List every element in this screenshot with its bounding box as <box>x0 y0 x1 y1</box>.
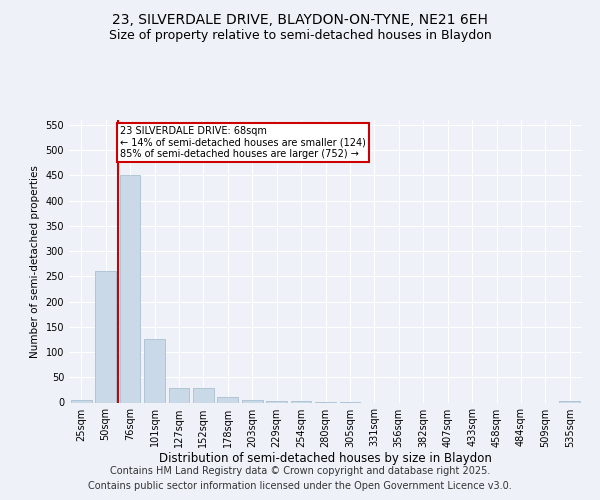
Bar <box>193 388 214 402</box>
Bar <box>242 400 263 402</box>
Text: Contains HM Land Registry data © Crown copyright and database right 2025.: Contains HM Land Registry data © Crown c… <box>110 466 490 476</box>
Bar <box>119 176 140 402</box>
Bar <box>71 400 92 402</box>
Text: Size of property relative to semi-detached houses in Blaydon: Size of property relative to semi-detach… <box>109 29 491 42</box>
Bar <box>559 401 580 402</box>
Text: Contains public sector information licensed under the Open Government Licence v3: Contains public sector information licen… <box>88 481 512 491</box>
Bar <box>95 272 116 402</box>
Text: 23, SILVERDALE DRIVE, BLAYDON-ON-TYNE, NE21 6EH: 23, SILVERDALE DRIVE, BLAYDON-ON-TYNE, N… <box>112 12 488 26</box>
Text: 23 SILVERDALE DRIVE: 68sqm
← 14% of semi-detached houses are smaller (124)
85% o: 23 SILVERDALE DRIVE: 68sqm ← 14% of semi… <box>120 126 366 160</box>
Bar <box>217 398 238 402</box>
X-axis label: Distribution of semi-detached houses by size in Blaydon: Distribution of semi-detached houses by … <box>159 452 492 466</box>
Bar <box>169 388 190 402</box>
Bar <box>144 340 165 402</box>
Y-axis label: Number of semi-detached properties: Number of semi-detached properties <box>30 165 40 358</box>
